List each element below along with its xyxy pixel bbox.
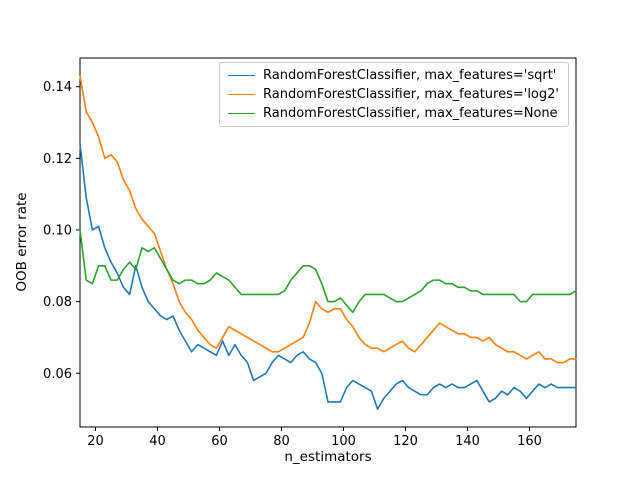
- y-axis-label: OOB error rate: [14, 192, 30, 292]
- legend-item-2: RandomForestClassifier, max_features=Non…: [228, 106, 559, 121]
- legend: RandomForestClassifier, max_features='sq…: [219, 62, 569, 127]
- y-tick-label: 0.06: [43, 367, 72, 382]
- x-tick-label: 100: [331, 434, 356, 449]
- legend-item-0: RandomForestClassifier, max_features='sq…: [228, 68, 559, 83]
- legend-line-swatch: [228, 113, 255, 114]
- x-tick-label: 60: [211, 434, 228, 449]
- legend-label: RandomForestClassifier, max_features='sq…: [263, 68, 557, 83]
- series-line-2: [79, 229, 577, 314]
- legend-line-swatch: [228, 75, 255, 76]
- x-axis: 20 40 60 80 100 120 140 160: [87, 427, 542, 449]
- y-tick-label: 0.12: [43, 152, 72, 167]
- legend-label: RandomForestClassifier, max_features='lo…: [263, 87, 559, 102]
- y-tick-label: 0.08: [43, 295, 72, 310]
- legend-line-swatch: [228, 94, 255, 95]
- x-tick-label: 80: [273, 434, 290, 449]
- y-tick-label: 0.14: [43, 80, 72, 95]
- x-tick-label: 120: [393, 434, 418, 449]
- legend-item-1: RandomForestClassifier, max_features='lo…: [228, 87, 559, 102]
- legend-label: RandomForestClassifier, max_features=Non…: [263, 106, 558, 121]
- x-tick-label: 160: [517, 434, 542, 449]
- series-line-0: [79, 143, 577, 410]
- y-tick-label: 0.10: [43, 223, 72, 238]
- x-tick-label: 20: [87, 434, 104, 449]
- x-axis-label: n_estimators: [284, 449, 372, 465]
- x-tick-label: 40: [149, 434, 166, 449]
- y-axis: 0.06 0.08 0.10 0.12 0.14: [43, 80, 80, 382]
- series-line-1: [79, 75, 577, 364]
- axes-frame: [79, 57, 577, 428]
- x-tick-label: 140: [455, 434, 480, 449]
